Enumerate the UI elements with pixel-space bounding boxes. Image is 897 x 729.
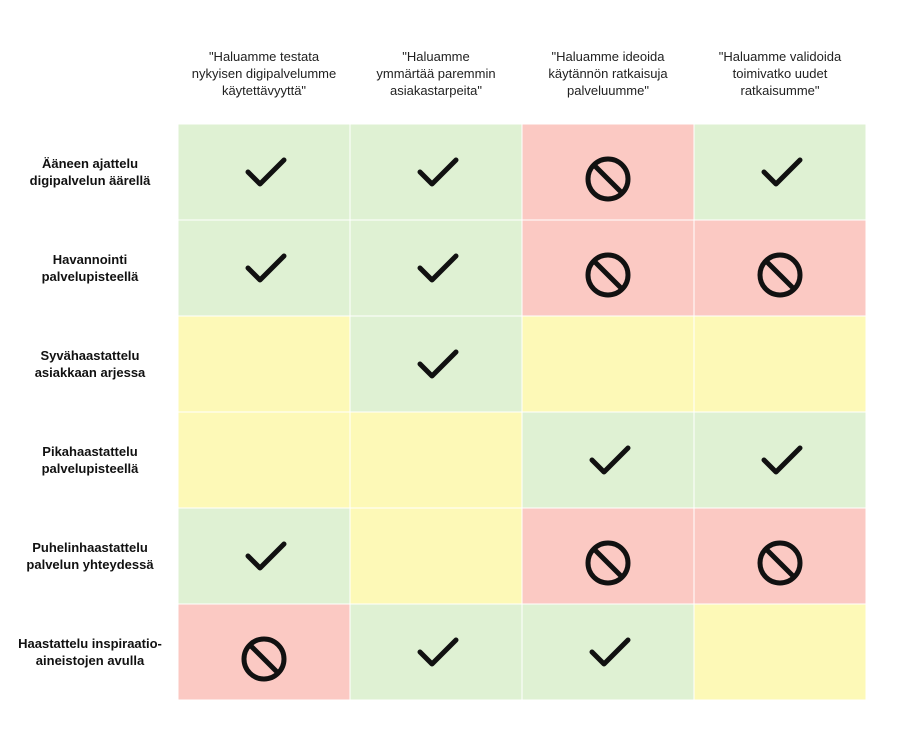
check-icon	[417, 349, 459, 379]
cell-neutral	[349, 411, 523, 509]
prohibited-icon	[585, 156, 631, 202]
row-header-6: Haastattelu inspiraatio- aineistojen avu…	[18, 636, 162, 668]
row-header-1: Ääneen ajattelu digipalvelun äärellä	[29, 156, 151, 188]
column-header-4: "Haluamme validoida toimivatko uudet rat…	[718, 49, 842, 98]
cell-yes	[521, 603, 695, 701]
prohibited-icon	[241, 636, 287, 682]
cell-neutral	[177, 411, 351, 509]
check-icon	[761, 157, 803, 187]
cell-no	[693, 507, 867, 605]
column-header-1: "Haluamme testata nykyisen digipalvelumm…	[191, 49, 337, 98]
cell-neutral	[693, 315, 867, 413]
check-icon	[589, 637, 631, 667]
cell-yes	[349, 315, 523, 413]
cell-neutral	[693, 603, 867, 701]
cell-yes	[177, 123, 351, 221]
cell-no	[521, 219, 695, 317]
cell-yes	[177, 219, 351, 317]
row-header-3: Syvähaastattelu asiakkaan arjessa	[34, 348, 146, 380]
check-icon	[417, 157, 459, 187]
cell-yes	[349, 603, 523, 701]
cell-neutral	[177, 315, 351, 413]
row-header-4: Pikahaastattelu palvelupisteellä	[41, 444, 139, 476]
cell-neutral	[349, 507, 523, 605]
check-icon	[245, 253, 287, 283]
cell-yes	[693, 411, 867, 509]
cell-yes	[349, 123, 523, 221]
cell-yes	[177, 507, 351, 605]
check-icon	[589, 445, 631, 475]
cell-no	[521, 123, 695, 221]
prohibited-icon	[585, 540, 631, 586]
prohibited-icon	[757, 540, 803, 586]
cell-no	[521, 507, 695, 605]
prohibited-icon	[757, 252, 803, 298]
cell-neutral	[521, 315, 695, 413]
check-icon	[417, 637, 459, 667]
cell-no	[177, 603, 351, 701]
prohibited-icon	[585, 252, 631, 298]
check-icon	[245, 157, 287, 187]
check-icon	[761, 445, 803, 475]
cell-yes	[521, 411, 695, 509]
column-header-3: "Haluamme ideoida käytännön ratkaisuja p…	[548, 49, 668, 98]
row-header-2: Havannointi palvelupisteellä	[41, 252, 139, 284]
check-icon	[245, 541, 287, 571]
cell-no	[693, 219, 867, 317]
column-header-2: "Haluamme ymmärtää paremmin asiakastarpe…	[376, 49, 496, 98]
cell-yes	[349, 219, 523, 317]
check-icon	[417, 253, 459, 283]
cell-yes	[693, 123, 867, 221]
row-header-5: Puhelinhaastattelu palvelun yhteydessä	[26, 540, 154, 572]
